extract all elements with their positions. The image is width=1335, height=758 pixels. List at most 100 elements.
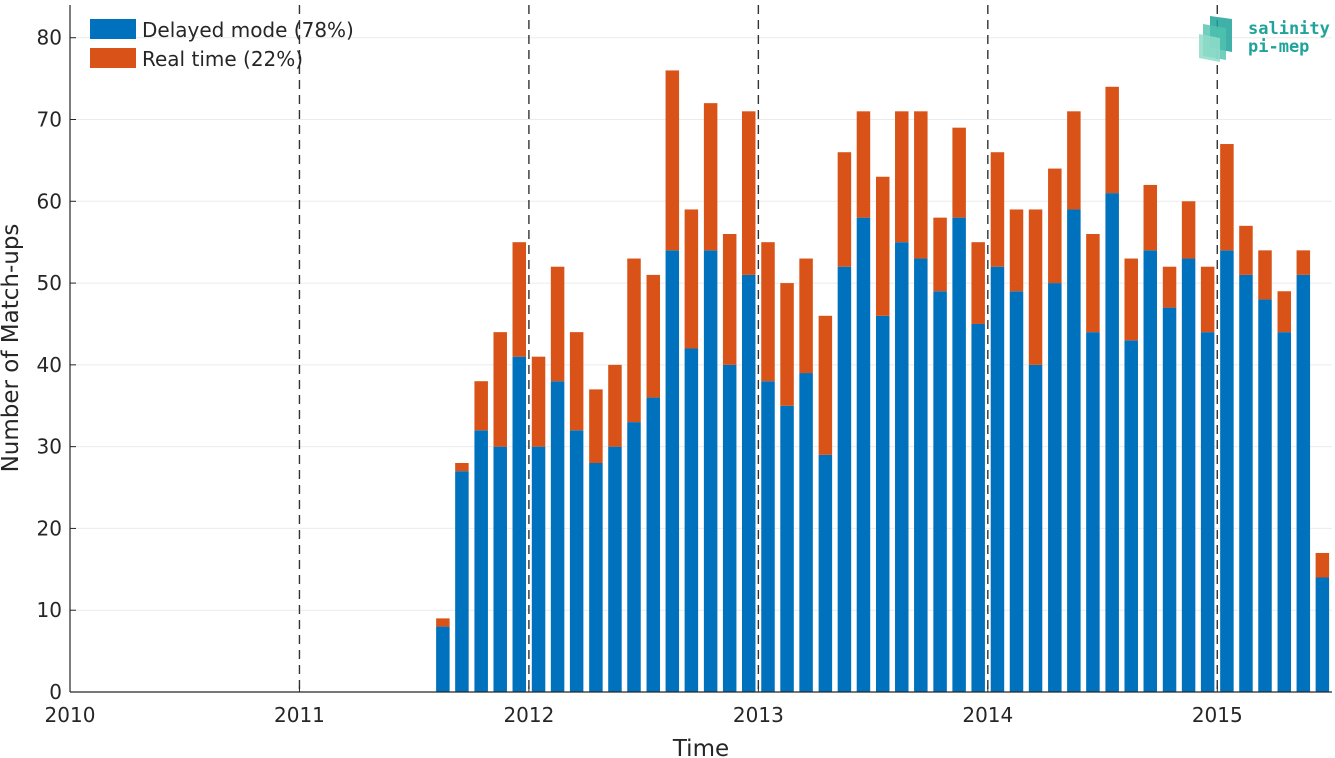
bar-realtime bbox=[436, 618, 450, 627]
bar-realtime bbox=[1181, 201, 1196, 259]
bar-delayed bbox=[1181, 258, 1196, 692]
bar-realtime bbox=[703, 103, 718, 251]
bar-realtime bbox=[780, 283, 794, 406]
logo-line1: salinity bbox=[1248, 19, 1330, 39]
bar-realtime bbox=[741, 111, 756, 275]
bar-delayed bbox=[799, 373, 813, 692]
bar-delayed bbox=[1009, 291, 1024, 692]
bar-realtime bbox=[684, 209, 699, 349]
bar-realtime bbox=[990, 152, 1005, 267]
bar-delayed bbox=[569, 430, 584, 692]
legend-label-realtime: Real time (22%) bbox=[142, 47, 303, 71]
bar-delayed bbox=[1315, 577, 1330, 692]
bar-delayed bbox=[1277, 332, 1292, 692]
y-tick-label: 30 bbox=[37, 435, 62, 459]
bar-delayed bbox=[952, 217, 966, 692]
bar-realtime bbox=[1009, 209, 1024, 292]
bar-realtime bbox=[569, 332, 584, 431]
legend: Delayed mode (78%) Real time (22%) bbox=[90, 18, 354, 71]
bar-delayed bbox=[436, 626, 450, 692]
bar-realtime bbox=[1277, 291, 1292, 333]
salinity-pimep-logo: salinity pi-mep bbox=[1199, 16, 1330, 62]
bar-delayed bbox=[875, 315, 890, 692]
bar-delayed bbox=[990, 266, 1005, 692]
bar-delayed bbox=[741, 274, 756, 692]
bar-delayed bbox=[646, 397, 661, 692]
logo-mark-icon bbox=[1199, 16, 1232, 62]
x-tick-label: 2015 bbox=[1192, 703, 1243, 727]
bar-realtime bbox=[1105, 86, 1119, 194]
y-axis-title: Number of Match-ups bbox=[0, 224, 24, 473]
bar-realtime bbox=[1200, 266, 1215, 333]
bar-realtime bbox=[1239, 225, 1253, 275]
bar-delayed bbox=[1200, 332, 1215, 692]
x-axis-title: Time bbox=[672, 736, 729, 758]
bar-delayed bbox=[933, 291, 947, 692]
bar-delayed bbox=[761, 381, 775, 692]
x-tick-label: 2010 bbox=[45, 703, 96, 727]
bar-delayed bbox=[474, 430, 488, 692]
bar-realtime bbox=[550, 266, 565, 382]
bar-realtime bbox=[1028, 209, 1043, 365]
x-tick-label: 2011 bbox=[274, 703, 325, 727]
bar-realtime bbox=[933, 217, 947, 292]
bar-realtime bbox=[856, 111, 871, 218]
bar-realtime bbox=[474, 381, 488, 431]
bar-delayed bbox=[1105, 193, 1119, 692]
bar-delayed bbox=[1124, 340, 1138, 692]
bar-realtime bbox=[1086, 234, 1100, 333]
bar-delayed bbox=[971, 323, 985, 692]
legend-swatch-realtime bbox=[90, 48, 136, 68]
bar-realtime bbox=[1296, 250, 1311, 275]
bar-realtime bbox=[722, 234, 737, 365]
bar-delayed bbox=[589, 463, 603, 692]
bar-realtime bbox=[895, 111, 909, 243]
bar-delayed bbox=[1048, 283, 1062, 692]
bar-realtime bbox=[1315, 552, 1330, 578]
x-tick-label: 2012 bbox=[503, 703, 554, 727]
bar-delayed bbox=[895, 242, 909, 692]
bar-realtime bbox=[1124, 258, 1138, 341]
bar-realtime bbox=[493, 332, 507, 447]
y-tick-label: 50 bbox=[37, 271, 62, 295]
y-tick-labels: 0 10 20 30 40 50 60 70 80 bbox=[37, 26, 62, 704]
bar-delayed bbox=[1143, 250, 1158, 692]
bars bbox=[436, 70, 1330, 692]
bar-delayed bbox=[550, 381, 565, 692]
bar-realtime bbox=[608, 364, 622, 447]
y-tick-label: 0 bbox=[49, 680, 62, 704]
bar-realtime bbox=[818, 315, 833, 455]
bar-delayed bbox=[1239, 274, 1253, 692]
y-tick-label: 70 bbox=[37, 108, 62, 132]
bar-delayed bbox=[665, 250, 680, 692]
bar-realtime bbox=[952, 127, 966, 218]
bar-delayed bbox=[455, 471, 469, 692]
bar-delayed bbox=[684, 348, 699, 692]
bar-delayed bbox=[914, 258, 928, 692]
bar-realtime bbox=[589, 389, 603, 463]
bar-delayed bbox=[837, 266, 852, 692]
y-tick-label: 80 bbox=[37, 26, 62, 50]
bar-realtime bbox=[875, 176, 890, 316]
bar-delayed bbox=[856, 217, 871, 692]
year-dividers bbox=[298, 5, 1218, 692]
bar-realtime bbox=[1258, 250, 1272, 300]
x-tick-label: 2013 bbox=[733, 703, 784, 727]
bar-realtime bbox=[1143, 184, 1158, 251]
bar-delayed bbox=[1086, 332, 1100, 692]
axes bbox=[69, 5, 1332, 693]
bar-delayed bbox=[1028, 364, 1043, 692]
bar-delayed bbox=[780, 405, 794, 692]
bar-realtime bbox=[531, 356, 546, 447]
legend-label-delayed: Delayed mode (78%) bbox=[142, 18, 354, 42]
bar-realtime bbox=[799, 258, 813, 374]
x-tick-labels: 2010 2011 2012 2013 2014 2015 bbox=[45, 703, 1243, 727]
bar-delayed bbox=[531, 446, 546, 692]
y-tick-label: 40 bbox=[37, 353, 62, 377]
y-tick-label: 20 bbox=[37, 516, 62, 540]
grid-lines bbox=[70, 37, 1332, 611]
bar-delayed bbox=[1162, 307, 1177, 692]
bar-delayed bbox=[1220, 250, 1234, 692]
bar-realtime bbox=[665, 70, 680, 251]
